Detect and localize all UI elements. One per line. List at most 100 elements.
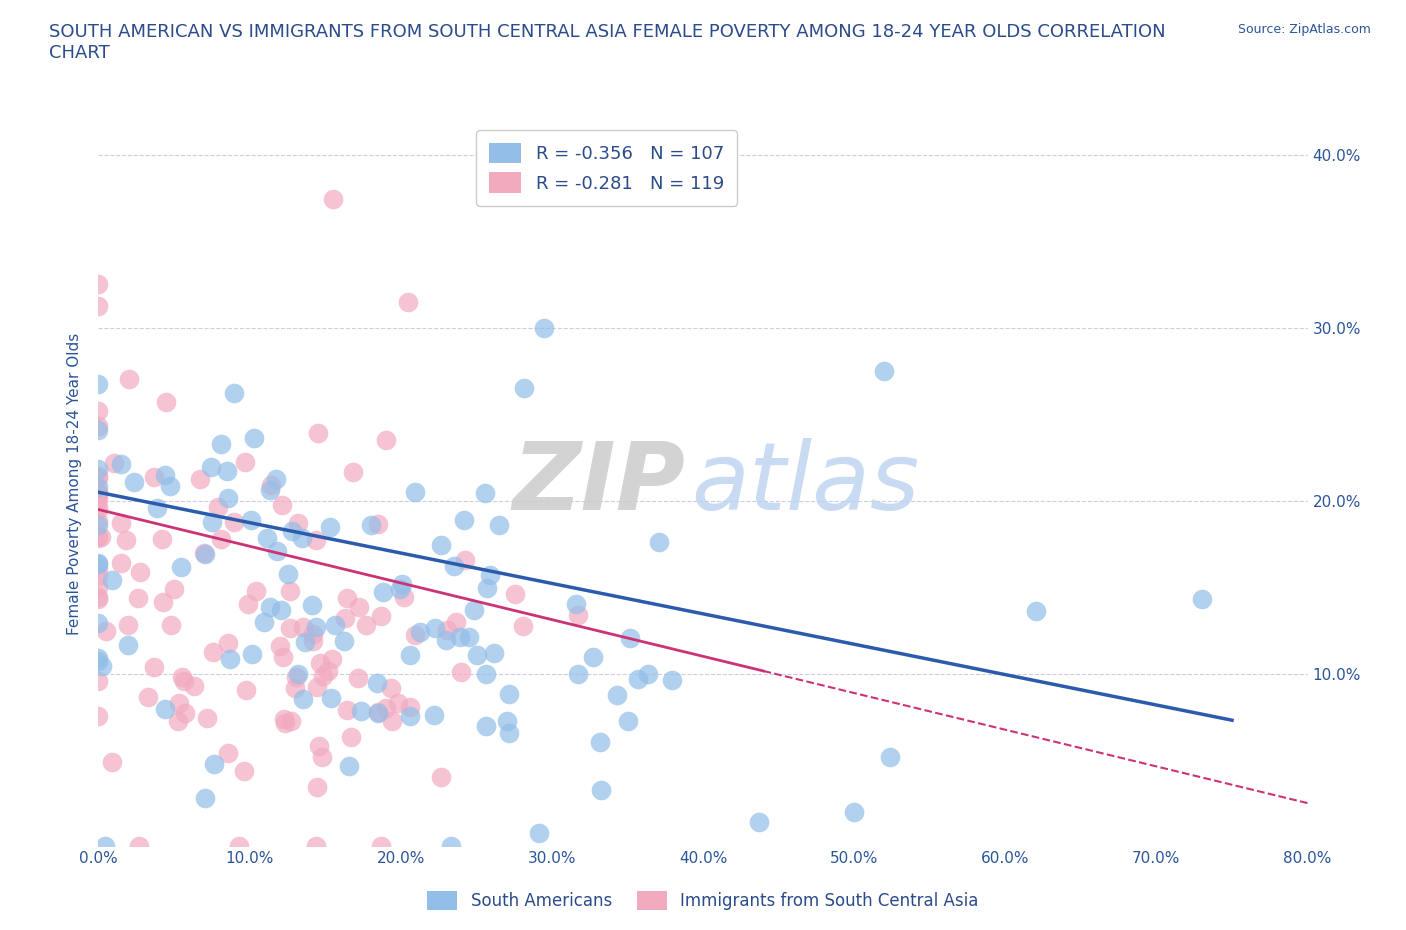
Point — [153, 702, 176, 717]
Point — [484, 645, 506, 660]
Point — [354, 618, 377, 632]
Point — [143, 470, 166, 485]
Point — [367, 517, 389, 532]
Point — [128, 839, 150, 854]
Point — [582, 649, 605, 664]
Point — [340, 729, 363, 744]
Point — [879, 750, 901, 764]
Point — [436, 633, 458, 648]
Point — [425, 620, 447, 635]
Point — [87, 654, 110, 669]
Point — [287, 667, 309, 682]
Point — [512, 380, 534, 395]
Legend: R = -0.356   N = 107, R = -0.281   N = 119: R = -0.356 N = 107, R = -0.281 N = 119 — [477, 130, 737, 206]
Point — [337, 759, 360, 774]
Point — [305, 619, 328, 634]
Point — [321, 651, 343, 666]
Point — [342, 465, 364, 480]
Point — [117, 638, 139, 653]
Point — [87, 556, 110, 571]
Point — [87, 486, 110, 501]
Point — [87, 557, 110, 572]
Point — [619, 631, 641, 646]
Text: SOUTH AMERICAN VS IMMIGRANTS FROM SOUTH CENTRAL ASIA FEMALE POVERTY AMONG 18-24 : SOUTH AMERICAN VS IMMIGRANTS FROM SOUTH … — [49, 23, 1166, 62]
Point — [243, 431, 266, 445]
Point — [302, 627, 325, 642]
Point — [87, 591, 110, 606]
Point — [87, 569, 110, 584]
Point — [87, 471, 110, 485]
Point — [661, 672, 683, 687]
Y-axis label: Female Poverty Among 18-24 Year Olds: Female Poverty Among 18-24 Year Olds — [67, 333, 83, 634]
Point — [224, 385, 246, 400]
Point — [591, 782, 613, 797]
Point — [512, 618, 534, 633]
Point — [278, 620, 301, 635]
Point — [101, 755, 124, 770]
Point — [398, 699, 420, 714]
Point — [233, 455, 256, 470]
Point — [278, 583, 301, 598]
Point — [453, 513, 475, 528]
Point — [371, 585, 394, 600]
Point — [294, 635, 316, 650]
Point — [201, 514, 224, 529]
Point — [193, 545, 215, 560]
Point — [87, 479, 110, 494]
Point — [394, 590, 416, 604]
Point — [217, 635, 239, 650]
Point — [217, 491, 239, 506]
Point — [527, 826, 550, 841]
Point — [280, 714, 302, 729]
Point — [370, 839, 392, 854]
Point — [240, 512, 263, 527]
Point — [87, 299, 110, 313]
Point — [332, 633, 354, 648]
Point — [336, 591, 359, 605]
Point — [325, 618, 347, 632]
Point — [322, 192, 344, 206]
Point — [367, 706, 389, 721]
Point — [87, 709, 110, 724]
Point — [87, 561, 110, 576]
Point — [194, 546, 217, 561]
Point — [396, 295, 419, 310]
Point — [219, 651, 242, 666]
Point — [159, 618, 181, 632]
Point — [264, 472, 287, 486]
Point — [271, 498, 294, 512]
Point — [170, 559, 193, 574]
Point — [305, 680, 328, 695]
Point — [217, 745, 239, 760]
Point — [87, 276, 110, 291]
Point — [474, 485, 496, 500]
Point — [153, 468, 176, 483]
Point — [588, 735, 610, 750]
Point — [375, 433, 398, 448]
Point — [195, 711, 218, 725]
Point — [567, 607, 589, 622]
Point — [308, 738, 330, 753]
Point — [388, 581, 411, 596]
Point — [567, 667, 589, 682]
Point — [333, 611, 356, 626]
Point — [458, 630, 481, 644]
Point — [266, 543, 288, 558]
Point — [436, 623, 458, 638]
Point — [87, 580, 110, 595]
Point — [103, 456, 125, 471]
Point — [370, 608, 392, 623]
Point — [391, 576, 413, 591]
Point — [215, 464, 238, 479]
Point — [380, 681, 402, 696]
Point — [450, 665, 472, 680]
Point — [319, 519, 342, 534]
Point — [475, 718, 498, 733]
Point — [240, 646, 263, 661]
Point — [565, 596, 588, 611]
Point — [475, 666, 498, 681]
Point — [87, 485, 110, 499]
Point — [209, 531, 232, 546]
Point — [235, 683, 257, 698]
Point — [454, 552, 477, 567]
